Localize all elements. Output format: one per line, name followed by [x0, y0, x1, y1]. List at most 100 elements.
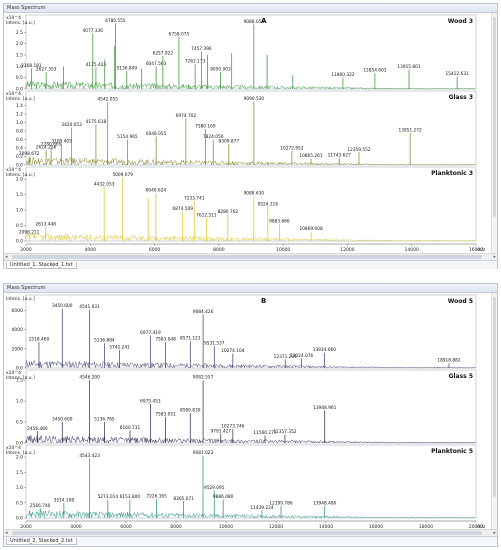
- peak-label: 9081.023: [193, 450, 214, 456]
- vertical-scrollbar[interactable]: [491, 293, 497, 529]
- scroll-left-arrow-icon[interactable]: ◂: [5, 530, 8, 536]
- y-tick-label: 0.8: [16, 129, 23, 135]
- spectrum-trace: [25, 509, 476, 519]
- scroll-right-arrow-icon[interactable]: ▸: [493, 530, 496, 536]
- peak-label: 6047.563: [146, 61, 167, 67]
- peak-label: 2613.448: [35, 222, 56, 228]
- x-tick-label: 14000: [319, 524, 333, 529]
- y-tick-label: 0.6: [16, 137, 23, 143]
- y-tick-label: 0.0: [16, 516, 23, 522]
- y-tick-label: 1.4: [16, 103, 23, 109]
- peak-label: 4546.200: [79, 375, 100, 381]
- scrollbar-thumb[interactable]: [12, 255, 482, 259]
- y-tick-label: 1.0: [16, 485, 23, 491]
- peak-label: 2624.256: [36, 145, 57, 151]
- y-tick-label: 6000: [12, 308, 24, 314]
- y-tick-label: 2.0: [16, 41, 23, 47]
- peak-label: 6977.419: [140, 330, 161, 336]
- peak-label: 9886.080: [213, 494, 234, 500]
- peak-label: 4175.423: [86, 62, 107, 68]
- x-axis-unit: m/z: [477, 524, 486, 529]
- y-tick-label: 0.0: [16, 366, 23, 372]
- y-tick-label: 2.0: [16, 177, 23, 183]
- spectrum-window-b: Mass Spectrum 0.0 2000 4000 6000 Intens. [a.…: [3, 283, 498, 547]
- y-scale-label: x10^4: [6, 445, 21, 451]
- horizontal-scrollbar[interactable]: ◂ ▸: [4, 529, 497, 536]
- spectra-chart-b: 0.0 2000 4000 6000 Intens. [a.u.] 2518.460 345…: [6, 294, 486, 529]
- peak-label: 7233.741: [184, 195, 205, 201]
- scroll-right-arrow-icon[interactable]: ▸: [493, 254, 496, 260]
- y-axis-label: Intens. [a.u.]: [6, 296, 35, 302]
- peak-label: 8050.003: [210, 67, 231, 73]
- y-tick-label: 1.5: [16, 192, 23, 198]
- peak-label: 12854.603: [363, 68, 387, 74]
- peak-label: 3420.053: [61, 122, 82, 128]
- x-tick-label: 8000: [213, 247, 225, 253]
- figure-letter: A: [261, 17, 267, 25]
- peak-label: 6160.731: [120, 425, 141, 431]
- peak-label: 9883.666: [269, 219, 290, 225]
- panel-name: Planktonic 5: [431, 448, 473, 455]
- scrollbar-thumb[interactable]: [12, 531, 482, 535]
- peak-label: 6974.702: [176, 113, 197, 119]
- panel-name: Glass 5: [449, 373, 473, 380]
- peak-label: 9088.630: [244, 191, 265, 197]
- panel-frame: [25, 369, 477, 444]
- y-tick-label: 2.5: [16, 30, 23, 36]
- horizontal-scrollbar[interactable]: ◂ ▸: [4, 253, 497, 260]
- peak-label: 2566.740: [30, 503, 51, 509]
- peak-label: 10865.261: [299, 153, 323, 159]
- x-tick-label: 18000: [419, 524, 433, 529]
- figure-letter: B: [261, 297, 266, 305]
- document-tab[interactable]: Untitled_2, Stacked_2.txt: [6, 538, 77, 545]
- peak-label: 5273.014: [98, 494, 119, 500]
- y-tick-label: 0.0: [16, 239, 23, 245]
- x-tick-label: 8000: [170, 524, 182, 529]
- peak-label: 4780.555: [105, 18, 126, 24]
- panel-frame: [25, 14, 477, 90]
- y-tick-label: 1.2: [16, 112, 23, 118]
- peak-label: 9084.426: [193, 309, 214, 315]
- scroll-left-arrow-icon[interactable]: ◂: [5, 254, 8, 260]
- peak-label: 10273.746: [221, 424, 245, 430]
- peak-label: 5742.241: [109, 344, 130, 350]
- peak-label: 13948.961: [313, 405, 337, 411]
- y-tick-label: 4000: [12, 327, 24, 333]
- y-tick-label: 1.0: [16, 64, 23, 70]
- peak-label: 2168.181: [21, 63, 42, 69]
- x-axis-unit: m/z: [477, 247, 486, 253]
- x-tick-label: 16000: [369, 524, 383, 529]
- peak-label: 11860.322: [331, 72, 355, 78]
- scrollbar-thumb[interactable]: [493, 17, 496, 217]
- y-axis-label: Intens. [a.u.]: [6, 375, 35, 381]
- panel-name: Planktonic 3: [431, 170, 473, 177]
- y-scale-label: x10^4: [6, 15, 21, 21]
- peak-label: 12371.231: [274, 354, 298, 360]
- panel-frame: [25, 444, 477, 519]
- stacked-spectra-plot-a[interactable]: 0.0 0.5 1.0 1.5 2.0 2.5 x10^4 Intens. [a.u.] 216…: [4, 13, 497, 253]
- panel-name: Wood 5: [448, 298, 473, 305]
- peak-label: 6257.922: [153, 51, 174, 57]
- y-tick-label: 0.2: [16, 154, 23, 160]
- peak-label: 13951.272: [399, 128, 423, 134]
- peak-label: 2780.665: [41, 142, 62, 148]
- document-tab[interactable]: Untitled_1, Stacked_1.txt: [6, 262, 77, 269]
- y-tick-label: 1.5: [16, 470, 23, 476]
- spectrum-trace: [25, 232, 476, 242]
- peak-label: 4542.055: [97, 97, 118, 103]
- vertical-scrollbar[interactable]: [491, 13, 497, 253]
- stacked-spectra-plot-b[interactable]: 0.0 2000 4000 6000 Intens. [a.u.] 2518.460 345…: [4, 293, 497, 529]
- peak-label: 5154.965: [117, 134, 138, 140]
- x-tick-label: 6000: [149, 247, 161, 253]
- peak-label: 10869.008: [299, 226, 323, 232]
- scrollbar-thumb[interactable]: [493, 297, 496, 497]
- peak-label: 2098.672: [19, 151, 40, 157]
- peak-label: 10274.104: [221, 348, 245, 354]
- peak-label: 8309.877: [219, 138, 240, 144]
- y-scale-label: x10^4: [6, 167, 21, 173]
- panel-frame: [25, 166, 477, 242]
- x-tick-label: 10000: [219, 524, 233, 529]
- y-tick-label: 0.5: [16, 500, 23, 506]
